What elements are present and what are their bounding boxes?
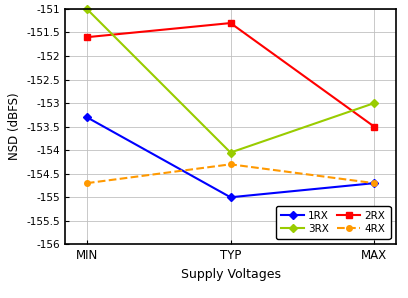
Line: 4RX: 4RX — [84, 162, 377, 186]
Line: 3RX: 3RX — [84, 6, 377, 155]
X-axis label: Supply Voltages: Supply Voltages — [180, 268, 281, 281]
1RX — [372, 181, 377, 185]
Legend: 1RX, 3RX, 2RX, 4RX: 1RX, 3RX, 2RX, 4RX — [276, 206, 390, 239]
1RX — [84, 115, 89, 119]
3RX — [84, 7, 89, 11]
Y-axis label: NSD (dBFS): NSD (dBFS) — [8, 93, 21, 160]
4RX — [372, 181, 377, 185]
1RX — [228, 195, 233, 199]
4RX — [228, 162, 233, 166]
2RX — [228, 21, 233, 25]
Line: 1RX: 1RX — [84, 114, 377, 200]
2RX — [372, 125, 377, 128]
2RX — [84, 35, 89, 39]
Line: 2RX: 2RX — [84, 20, 377, 129]
4RX — [84, 181, 89, 185]
3RX — [372, 101, 377, 105]
3RX — [228, 151, 233, 154]
